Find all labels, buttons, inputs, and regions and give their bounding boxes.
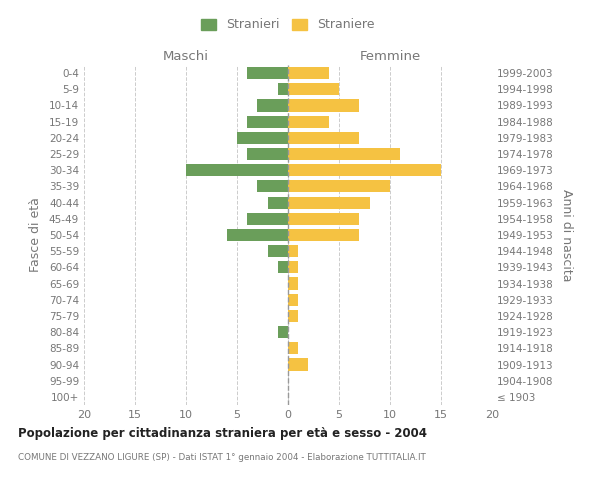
Bar [268,196,288,208]
Bar [227,229,288,241]
Bar [247,212,288,225]
Bar [288,358,308,370]
Bar [288,67,329,79]
Text: Femmine: Femmine [359,50,421,62]
Bar [288,83,339,96]
Text: Popolazione per cittadinanza straniera per età e sesso - 2004: Popolazione per cittadinanza straniera p… [18,428,427,440]
Bar [257,100,288,112]
Bar [288,100,359,112]
Legend: Stranieri, Straniere: Stranieri, Straniere [196,14,380,36]
Bar [237,132,288,144]
Bar [288,310,298,322]
Y-axis label: Fasce di età: Fasce di età [29,198,42,272]
Bar [288,342,298,354]
Bar [247,116,288,128]
Text: Maschi: Maschi [163,50,209,62]
Bar [247,67,288,79]
Bar [278,262,288,274]
Bar [288,180,390,192]
Bar [288,212,359,225]
Bar [247,148,288,160]
Bar [288,294,298,306]
Bar [288,116,329,128]
Bar [186,164,288,176]
Bar [288,245,298,258]
Bar [257,180,288,192]
Bar [278,326,288,338]
Bar [288,229,359,241]
Bar [268,245,288,258]
Bar [288,278,298,289]
Text: COMUNE DI VEZZANO LIGURE (SP) - Dati ISTAT 1° gennaio 2004 - Elaborazione TUTTIT: COMUNE DI VEZZANO LIGURE (SP) - Dati IST… [18,452,426,462]
Bar [288,148,400,160]
Bar [288,262,298,274]
Bar [278,83,288,96]
Bar [288,132,359,144]
Y-axis label: Anni di nascita: Anni di nascita [560,188,573,281]
Bar [288,164,441,176]
Bar [288,196,370,208]
